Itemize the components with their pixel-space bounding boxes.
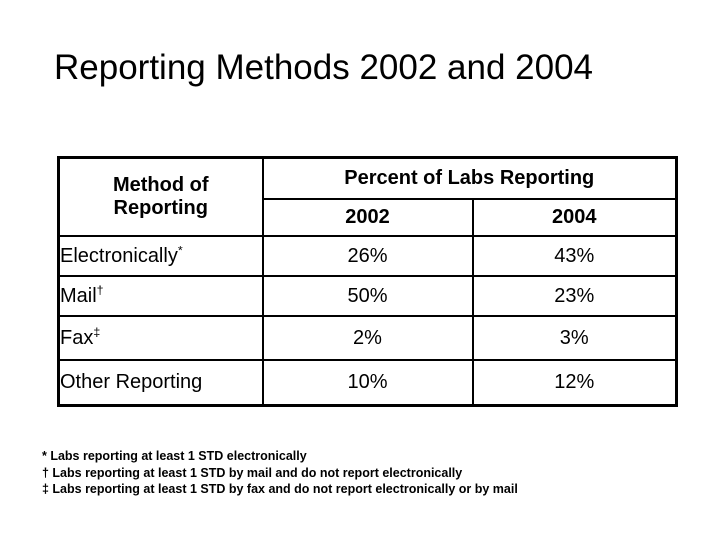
method-cell: Electronically* bbox=[57, 235, 264, 277]
value-2004: 43% bbox=[471, 235, 678, 277]
table-row-other-reporting: Other Reporting 10% 12% bbox=[57, 359, 678, 407]
footnote-fax: ‡ Labs reporting at least 1 STD by fax a… bbox=[42, 482, 518, 496]
column-header-2004: 2004 bbox=[471, 198, 678, 237]
value-2004: 23% bbox=[471, 275, 678, 317]
method-cell: Other Reporting bbox=[57, 359, 264, 407]
footnote-marker: ‡ bbox=[93, 324, 101, 339]
footnotes: * Labs reporting at least 1 STD electron… bbox=[42, 448, 518, 498]
value-2004: 12% bbox=[471, 359, 678, 407]
value-2002: 50% bbox=[261, 275, 474, 317]
reporting-methods-table: Method of Reporting Percent of Labs Repo… bbox=[57, 156, 678, 407]
column-group-header-percent-of-labs-reporting: Percent of Labs Reporting bbox=[261, 156, 678, 200]
value-2002: 10% bbox=[261, 359, 474, 407]
method-cell: Mail† bbox=[57, 275, 264, 317]
method-cell: Fax‡ bbox=[57, 315, 264, 361]
value-2004: 3% bbox=[471, 315, 678, 361]
method-label: Mail bbox=[60, 284, 97, 307]
method-label: Fax bbox=[60, 326, 94, 349]
table-row-mail: Mail† 50% 23% bbox=[57, 275, 678, 317]
table-row-electronically: Electronically* 26% 43% bbox=[57, 235, 678, 277]
table-year-header-row: 2002 2004 bbox=[59, 198, 678, 237]
table-row-fax: Fax‡ 2% 3% bbox=[57, 315, 678, 361]
table-header-row: Method of Reporting Percent of Labs Repo… bbox=[57, 156, 678, 237]
method-label: Other Reporting bbox=[60, 371, 203, 393]
column-header-2002: 2002 bbox=[261, 198, 474, 237]
method-label: Electronically bbox=[60, 244, 178, 267]
value-2002: 26% bbox=[261, 235, 474, 277]
header-line-1: Method of bbox=[112, 174, 209, 196]
footnote-mail: † Labs reporting at least 1 STD by mail … bbox=[42, 465, 463, 480]
footnote-marker: * bbox=[177, 242, 183, 257]
slide-title: Reporting Methods 2002 and 2004 bbox=[54, 48, 594, 87]
column-header-method-of-reporting: Method of Reporting bbox=[57, 156, 264, 237]
header-line-2: Reporting bbox=[113, 197, 208, 219]
footnote-marker: † bbox=[96, 282, 104, 297]
footnote-electronically: * Labs reporting at least 1 STD electron… bbox=[42, 449, 307, 463]
value-2002: 2% bbox=[261, 315, 474, 361]
